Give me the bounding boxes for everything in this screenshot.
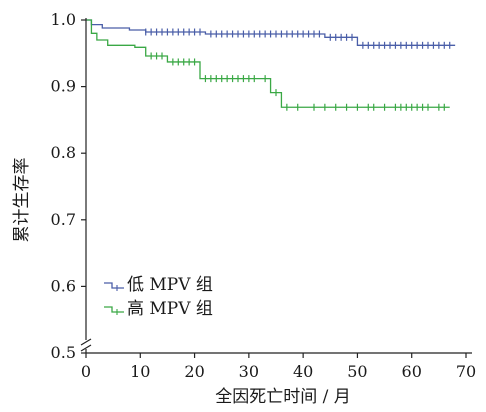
axes: 0 10 20 30 40 50 60 70 0.5 0.6 0.7 0.8 0.9 1.0 全因死亡时间 … [12,10,476,407]
legend-item: 高 MPV 组 [104,299,213,319]
x-tick-label: 10 [130,362,150,381]
legend-swatch [104,282,124,289]
y-tick-label: 0.7 [51,210,76,229]
y-tick-label: 0.9 [51,77,76,96]
series-1 [86,19,456,49]
y-tick-label: 0.5 [51,343,76,362]
y-tick-label: 1.0 [51,10,76,29]
series-line [86,19,450,108]
axis-break-mark [80,338,92,346]
x-tick-label: 40 [293,362,313,381]
legend-label: 高 MPV 组 [127,299,213,319]
x-tick-label: 50 [347,362,367,381]
legend-item: 低 MPV 组 [104,275,213,295]
legend: 低 MPV 组高 MPV 组 [104,275,213,319]
x-axis-title: 全因死亡时间 / 月 [215,387,351,407]
y-tick-label: 0.8 [51,143,76,162]
axis-break-mark [80,344,92,352]
x-tick-label: 60 [402,362,422,381]
y-tick-label: 0.6 [51,276,76,295]
x-tick-label: 20 [184,362,204,381]
plot-area [86,19,456,111]
y-axis-title: 累计生存率 [12,158,32,243]
series-2 [86,19,450,111]
x-tick-label: 70 [456,362,476,381]
x-tick-label: 0 [81,362,91,381]
legend-swatch [104,306,124,313]
legend-label: 低 MPV 组 [127,275,213,295]
x-tick-label: 30 [239,362,259,381]
